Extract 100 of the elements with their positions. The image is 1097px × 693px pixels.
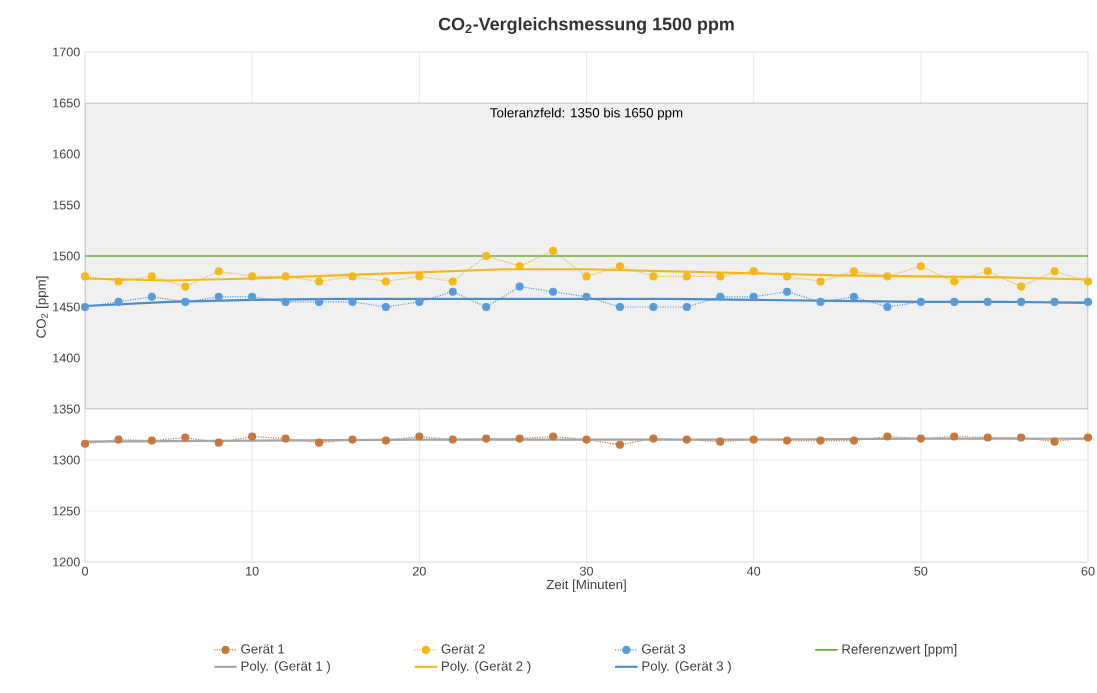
point [716,437,725,446]
point [448,287,457,296]
point [1017,282,1026,291]
point [749,292,758,301]
point [381,302,390,312]
legend-label: Poly. (Gerät 3 ) [642,661,731,674]
point [214,438,223,447]
legend-label: Poly. (Gerät 2 ) [442,661,531,674]
legend-label: Gerät 1 [241,644,285,654]
point [916,262,925,271]
point [248,432,257,441]
legend-label: Gerät 3 [642,644,686,654]
y-tick-label: 1650 [53,98,80,108]
x-tick-label: 30 [579,566,594,576]
point [314,438,324,447]
point [214,292,223,301]
legend-label: Poly. (Gerät 1 ) [241,661,330,674]
point [1050,437,1059,446]
legend-label: Referenzwert [ppm] [842,644,957,657]
point [515,282,524,291]
point [381,277,390,286]
y-tick-label: 1550 [53,200,80,210]
point [415,297,424,306]
point [916,297,925,306]
y-tick-label: 1200 [53,557,80,567]
point [816,297,825,306]
y-tick-label: 1600 [53,149,80,159]
point [114,297,123,306]
y-tick-label: 1400 [53,353,80,363]
y-tick-label: 1300 [53,455,80,465]
legend-label: Gerät 2 [441,644,485,654]
point [80,302,90,312]
point [348,435,357,444]
x-axis-title: Zeit [Minuten] [546,579,626,592]
point [716,272,725,281]
point [1083,433,1093,442]
point [1083,297,1093,306]
point [682,302,691,312]
point [549,287,558,296]
point [582,292,591,301]
point [482,302,491,312]
point [415,272,424,281]
point [348,272,357,281]
point [849,436,859,445]
point [1050,297,1059,306]
point [281,434,290,443]
point [114,435,123,444]
point [749,267,758,276]
point [883,272,892,281]
x-tick-label: 0 [81,566,89,576]
point [783,272,792,281]
point [615,302,624,312]
point [549,246,558,255]
point [482,251,491,261]
point [649,272,658,281]
point [1083,277,1093,286]
point [816,436,825,445]
point [181,282,190,291]
point [682,272,691,281]
y-tick-label: 1500 [53,251,80,261]
point [983,267,992,276]
point [549,432,558,441]
point [983,433,992,442]
y-tick-label: 1350 [53,404,80,414]
point [181,297,190,306]
point [248,272,257,281]
point [582,272,591,281]
point [482,434,491,443]
point [883,432,892,441]
x-tick-label: 40 [746,566,761,576]
point [314,297,324,306]
point [849,267,859,276]
point [615,262,624,271]
point [348,297,357,306]
y-axis-title: CO$_{2}$ [ppm] [36,276,49,338]
point [682,435,691,444]
point [448,277,457,286]
point [849,292,859,301]
point [1050,267,1059,276]
y-tick-label: 1250 [53,506,80,516]
point [783,436,792,445]
x-tick-label: 60 [1081,566,1095,576]
point [80,272,90,281]
point [314,277,324,286]
point [649,302,658,312]
x-tick-label: 20 [412,566,426,576]
point [950,277,959,286]
point [147,272,156,281]
point [248,292,257,301]
point [381,436,390,445]
point [649,434,658,443]
point [783,287,792,296]
point [950,432,959,441]
point [883,302,892,312]
band-label: Toleranzfeld: 1350 bis 1650 ppm [490,107,683,121]
point [80,439,90,448]
point [716,292,725,301]
point [615,440,624,449]
point [415,432,424,441]
y-tick-label: 1450 [53,302,80,312]
